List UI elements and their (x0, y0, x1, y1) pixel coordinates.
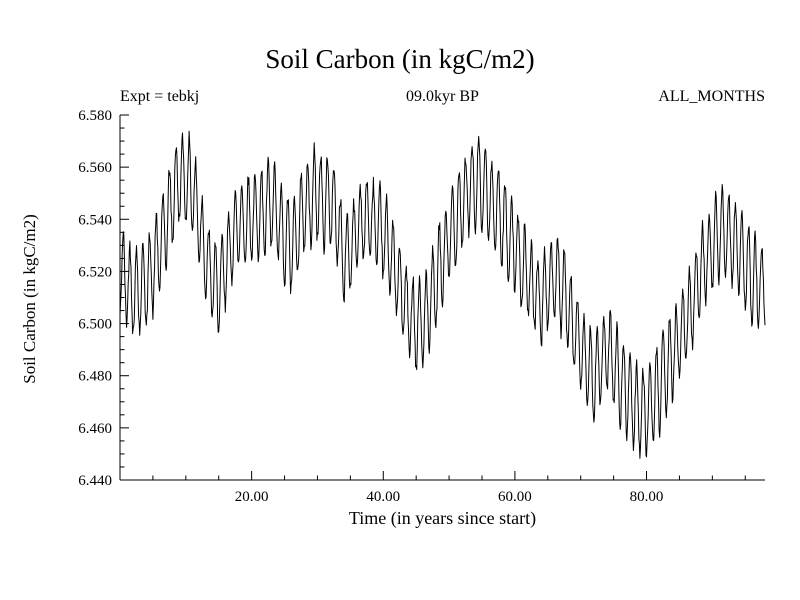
y-tick-label: 6.460 (78, 421, 112, 437)
y-tick-label: 6.440 (78, 473, 112, 489)
y-tick-label: 6.580 (78, 108, 112, 124)
y-tick-label: 6.560 (78, 160, 112, 176)
x-tick-label: 40.00 (366, 489, 400, 505)
x-tick-label: 60.00 (498, 489, 532, 505)
x-tick-label: 80.00 (630, 489, 664, 505)
x-tick-label: 20.00 (235, 489, 269, 505)
experiment-annotation: Expt = tebkj (120, 88, 200, 105)
x-axis-label: Time (in years since start) (348, 508, 537, 528)
chart-title: Soil Carbon (in kgC/m2) (265, 44, 535, 74)
epoch-annotation: 09.0kyr BP (406, 88, 479, 105)
y-tick-label: 6.520 (78, 264, 112, 280)
y-tick-label: 6.540 (78, 212, 112, 228)
months-annotation: ALL_MONTHS (658, 88, 765, 105)
y-tick-label: 6.500 (78, 317, 112, 333)
y-tick-label: 6.480 (78, 369, 112, 385)
series-path (119, 130, 766, 459)
